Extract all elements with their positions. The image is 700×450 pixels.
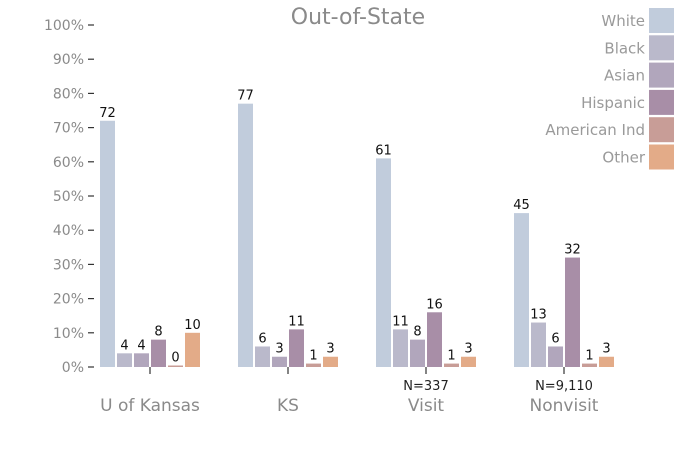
- bar: [514, 213, 529, 367]
- bar-value-label: 4: [120, 338, 128, 353]
- x-tick-label: KS: [277, 396, 299, 416]
- bar: [100, 120, 115, 367]
- bar-value-label: 3: [326, 342, 334, 357]
- legend-item: Asian: [604, 62, 674, 88]
- bar: [238, 103, 253, 367]
- category-note: N=9,110: [535, 379, 593, 394]
- bar: [531, 322, 546, 367]
- bar: [323, 356, 338, 367]
- bar: [117, 353, 132, 367]
- legend-label: Hispanic: [581, 94, 645, 112]
- x-tick-label: Visit: [408, 396, 445, 416]
- legend-swatch: [649, 8, 674, 33]
- y-tick-label: 90%: [53, 52, 84, 68]
- bar-value-label: 10: [184, 318, 201, 333]
- bar-value-label: 61: [375, 143, 392, 158]
- legend-item: American Ind: [545, 117, 674, 143]
- y-tick-label: 50%: [53, 189, 84, 205]
- legend-swatch: [649, 35, 674, 61]
- bar-value-label: 4: [137, 338, 145, 353]
- legend-swatch: [649, 117, 674, 143]
- bar: [306, 363, 321, 367]
- bar-value-label: 45: [513, 198, 530, 213]
- legend-label: Asian: [604, 67, 645, 85]
- bar: [427, 312, 442, 367]
- legend-label: Black: [604, 39, 645, 57]
- bar-value-label: 72: [99, 106, 116, 121]
- bar-group-2: 61 11 8 16 1 3 N=337 Visit: [375, 143, 476, 416]
- bar-value-label: 8: [413, 325, 421, 340]
- bar: [168, 365, 183, 367]
- bar: [134, 353, 149, 367]
- bar-value-label: 11: [392, 314, 409, 329]
- y-tick-label: 70%: [53, 121, 84, 137]
- bar-value-label: 32: [564, 243, 581, 258]
- bar-value-label: 3: [464, 342, 472, 357]
- bar-value-label: 0: [171, 351, 179, 366]
- y-tick-label: 20%: [53, 292, 84, 308]
- legend-label: American Ind: [545, 121, 645, 139]
- legend: White Black Asian Hispanic American Ind Other: [545, 8, 674, 170]
- y-tick-label: 0%: [62, 360, 84, 376]
- bar: [548, 346, 563, 367]
- x-tick-label: U of Kansas: [100, 396, 200, 416]
- legend-item: White: [601, 8, 674, 33]
- legend-swatch: [649, 62, 674, 88]
- bar: [410, 339, 425, 367]
- y-tick-label: 100%: [44, 18, 84, 34]
- bar: [289, 329, 304, 367]
- y-tick-label: 80%: [53, 86, 84, 102]
- bar: [376, 158, 391, 367]
- bar-value-label: 1: [585, 349, 593, 364]
- y-axis: 0% 10% 20% 30% 40% 50% 60% 70% 80% 90% 100%: [44, 18, 94, 376]
- bar: [582, 363, 597, 367]
- bar-value-label: 6: [258, 331, 266, 346]
- bar-value-label: 6: [551, 331, 559, 346]
- bar: [599, 356, 614, 367]
- bar-value-label: 77: [237, 89, 254, 104]
- bar-value-label: 13: [530, 308, 547, 323]
- x-tick-label: Nonvisit: [530, 396, 599, 416]
- bar-value-label: 8: [154, 325, 162, 340]
- bar: [151, 339, 166, 367]
- legend-label: Other: [602, 149, 645, 167]
- bar-value-label: 16: [426, 297, 443, 312]
- legend-item: Other: [602, 144, 674, 170]
- bar: [444, 363, 459, 367]
- y-tick-label: 40%: [53, 223, 84, 239]
- bar: [185, 332, 200, 367]
- legend-label: White: [601, 12, 645, 30]
- bar-value-label: 1: [309, 349, 317, 364]
- legend-swatch: [649, 144, 674, 170]
- y-tick-label: 30%: [53, 257, 84, 273]
- bar-value-label: 1: [447, 349, 455, 364]
- bar-group-3: 45 13 6 32 1 3 N=9,110 Nonvisit: [513, 198, 614, 416]
- bar: [565, 257, 580, 367]
- bar-value-label: 3: [275, 342, 283, 357]
- bar-value-label: 3: [602, 342, 610, 357]
- bar: [461, 356, 476, 367]
- y-tick-label: 60%: [53, 155, 84, 171]
- y-tick-label: 10%: [53, 326, 84, 342]
- bar: [393, 329, 408, 367]
- bar: [272, 356, 287, 367]
- chart-title: Out-of-State: [291, 5, 425, 30]
- legend-item: Hispanic: [581, 89, 674, 115]
- legend-swatch: [649, 89, 674, 115]
- category-note: N=337: [403, 379, 448, 394]
- legend-item: Black: [604, 35, 674, 61]
- bar: [255, 346, 270, 367]
- bar-value-label: 11: [288, 314, 305, 329]
